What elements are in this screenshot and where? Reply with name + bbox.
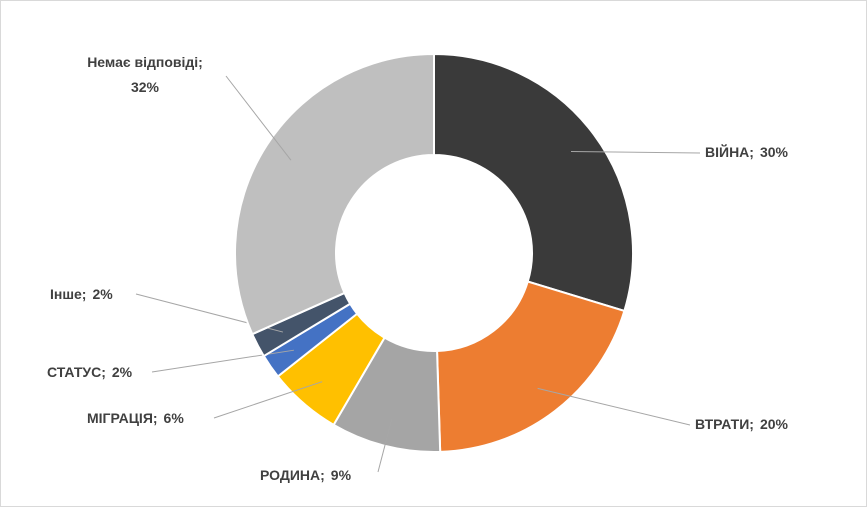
value-label: 30% [760, 144, 789, 160]
value-label: 20% [760, 416, 789, 432]
data-label: Інше; 2% [50, 286, 113, 302]
donut-slice [433, 52, 634, 313]
category-label: СТАТУС; [47, 364, 106, 380]
leader-line [213, 381, 323, 419]
value-label: 6% [164, 410, 185, 426]
category-label: ВІЙНА; [705, 143, 754, 160]
data-label: ВІЙНА; 30% [705, 143, 789, 160]
leader-line [151, 349, 294, 373]
leader-line [225, 75, 292, 161]
data-label: РОДИНА; 9% [260, 467, 352, 483]
donut-slice [234, 52, 435, 336]
category-label: ВТРАТИ; [695, 416, 754, 432]
data-label: СТАТУС; 2% [47, 364, 133, 380]
leader-line [537, 387, 691, 426]
category-label: Немає відповіді; [87, 54, 203, 70]
leader-line [377, 418, 393, 473]
value-label: 2% [92, 286, 113, 302]
category-label: МІГРАЦІЯ; [87, 410, 158, 426]
value-label: 32% [131, 79, 160, 95]
data-label: ВТРАТИ; 20% [695, 416, 789, 432]
value-label: 9% [331, 467, 352, 483]
value-label: 2% [112, 364, 133, 380]
category-label: РОДИНА; [260, 467, 325, 483]
data-label: МІГРАЦІЯ; 6% [87, 410, 184, 426]
leader-line [570, 150, 701, 154]
donut-slice [436, 280, 626, 453]
category-label: Інше; [50, 286, 86, 302]
data-label: Немає відповіді; 32% [87, 54, 203, 95]
